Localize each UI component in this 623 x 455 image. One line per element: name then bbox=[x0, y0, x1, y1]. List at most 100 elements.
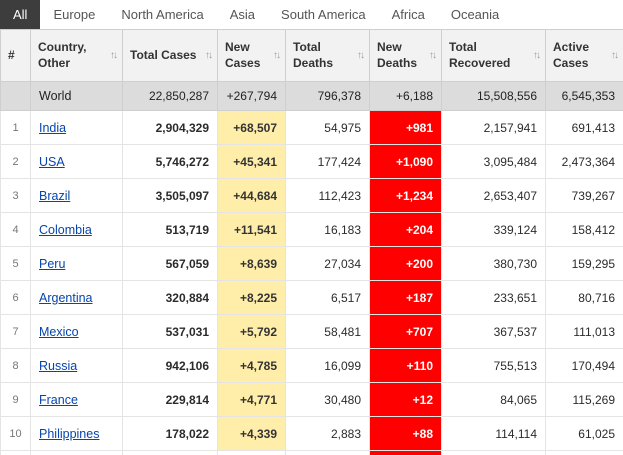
tab-south-america[interactable]: South America bbox=[281, 7, 366, 22]
column-header-active-cases[interactable]: Active Cases ↑↓ bbox=[545, 29, 623, 82]
cell-rank: 8 bbox=[0, 348, 31, 383]
cell-new-deaths: +707 bbox=[369, 314, 442, 349]
cell-total-cases bbox=[122, 450, 218, 455]
cell-new-deaths: +88 bbox=[369, 416, 442, 451]
column-label: Total Cases bbox=[130, 47, 197, 62]
cell-total-deaths: 796,378 bbox=[285, 81, 370, 111]
cell-rank: 9 bbox=[0, 382, 31, 417]
cell-new-deaths: +200 bbox=[369, 246, 442, 281]
cell-total-recovered: 84,065 bbox=[441, 382, 546, 417]
cell-total-recovered: 2,653,407 bbox=[441, 178, 546, 213]
cell-total-deaths: 27,034 bbox=[285, 246, 370, 281]
cell-total-deaths: 16,183 bbox=[285, 212, 370, 247]
cell-new-cases: +11,541 bbox=[217, 212, 286, 247]
covid-statistics-table: # Country, Other ↑↓ Total Cases ↑↓ New Cases ↑… bbox=[0, 29, 623, 455]
cell-active-cases: 6,545,353 bbox=[545, 81, 623, 111]
cell-rank: 10 bbox=[0, 416, 31, 451]
cell-country: India bbox=[30, 110, 123, 145]
cell-new-deaths bbox=[369, 450, 442, 455]
cell-country: USA bbox=[30, 144, 123, 179]
cell-total-cases: 178,022 bbox=[122, 416, 218, 451]
cell-total-cases: 5,746,272 bbox=[122, 144, 218, 179]
column-header-rank: # bbox=[0, 29, 31, 82]
sort-icon[interactable]: ↑↓ bbox=[533, 50, 541, 61]
country-link[interactable]: Argentina bbox=[39, 290, 93, 305]
tab-north-america[interactable]: North America bbox=[121, 7, 204, 22]
cell-total-recovered: 380,730 bbox=[441, 246, 546, 281]
country-link[interactable]: Mexico bbox=[39, 324, 79, 339]
cell-new-cases: +45,341 bbox=[217, 144, 286, 179]
cell-active-cases: 158,412 bbox=[545, 212, 623, 247]
cell-active-cases: 691,413 bbox=[545, 110, 623, 145]
sort-icon[interactable]: ↑↓ bbox=[110, 50, 118, 61]
cell-country: Colombia bbox=[30, 212, 123, 247]
cell-total-recovered bbox=[441, 450, 546, 455]
column-header-total-deaths[interactable]: Total Deaths ↑↓ bbox=[285, 29, 370, 82]
country-link[interactable]: Russia bbox=[39, 358, 78, 373]
sort-icon[interactable]: ↑↓ bbox=[273, 50, 281, 61]
cell-total-deaths: 58,481 bbox=[285, 314, 370, 349]
country-link[interactable]: Philippines bbox=[39, 426, 100, 441]
cell-country bbox=[30, 450, 123, 455]
cell-new-deaths: +6,188 bbox=[369, 81, 442, 111]
cell-rank: 1 bbox=[0, 110, 31, 145]
column-label: Total Deaths bbox=[293, 39, 334, 70]
cell-active-cases bbox=[545, 450, 623, 455]
cell-total-recovered: 233,651 bbox=[441, 280, 546, 315]
column-header-total-cases[interactable]: Total Cases ↑↓ bbox=[122, 29, 218, 82]
column-header-country[interactable]: Country, Other ↑↓ bbox=[30, 29, 123, 82]
cell-active-cases: 2,473,364 bbox=[545, 144, 623, 179]
cell-total-deaths: 6,517 bbox=[285, 280, 370, 315]
tab-asia[interactable]: Asia bbox=[229, 7, 256, 22]
column-header-new-cases[interactable]: New Cases ↑↓ bbox=[217, 29, 286, 82]
region-tabs: All Europe North America Asia South America A… bbox=[0, 0, 623, 29]
cell-new-deaths: +1,234 bbox=[369, 178, 442, 213]
country-link[interactable]: Peru bbox=[39, 256, 66, 271]
cell-country: Mexico bbox=[30, 314, 123, 349]
cell-rank bbox=[0, 81, 31, 111]
tab-all[interactable]: All bbox=[0, 0, 41, 29]
sort-icon[interactable]: ↑↓ bbox=[357, 50, 365, 61]
cell-new-deaths: +12 bbox=[369, 382, 442, 417]
world-row: World 22,850,287 +267,794 796,378 +6,188 15,5… bbox=[0, 81, 623, 111]
cell-total-cases: 320,884 bbox=[122, 280, 218, 315]
table-row: 9 France 229,814 +4,771 30,480 +12 84,065 115,2… bbox=[0, 382, 623, 417]
cell-total-cases: 537,031 bbox=[122, 314, 218, 349]
column-label: Country, Other bbox=[38, 39, 87, 70]
cell-country: France bbox=[30, 382, 123, 417]
cell-active-cases: 80,716 bbox=[545, 280, 623, 315]
country-link[interactable]: India bbox=[39, 120, 67, 135]
column-header-total-recovered[interactable]: Total Recovered ↑↓ bbox=[441, 29, 546, 82]
table-row: 8 Russia 942,106 +4,785 16,099 +110 755,513 170… bbox=[0, 348, 623, 383]
table-row: 5 Peru 567,059 +8,639 27,034 +200 380,730 159,2… bbox=[0, 246, 623, 281]
column-header-new-deaths[interactable]: New Deaths ↑↓ bbox=[369, 29, 442, 82]
cell-total-recovered: 15,508,556 bbox=[441, 81, 546, 111]
country-link[interactable]: Colombia bbox=[39, 222, 92, 237]
cell-total-deaths: 54,975 bbox=[285, 110, 370, 145]
cell-rank: 2 bbox=[0, 144, 31, 179]
country-link[interactable]: France bbox=[39, 392, 78, 407]
table-row: 4 Colombia 513,719 +11,541 16,183 +204 339,124… bbox=[0, 212, 623, 247]
country-link[interactable]: USA bbox=[39, 154, 65, 169]
cell-new-cases bbox=[217, 450, 286, 455]
cell-total-deaths: 16,099 bbox=[285, 348, 370, 383]
tab-europe[interactable]: Europe bbox=[53, 7, 96, 22]
tab-africa[interactable]: Africa bbox=[391, 7, 425, 22]
tab-oceania[interactable]: Oceania bbox=[450, 7, 500, 22]
sort-icon[interactable]: ↑↓ bbox=[205, 50, 213, 61]
cell-rank bbox=[0, 450, 31, 455]
country-link[interactable]: Brazil bbox=[39, 188, 71, 203]
sort-icon[interactable]: ↑↓ bbox=[611, 50, 619, 61]
sort-icon[interactable]: ↑↓ bbox=[429, 50, 437, 61]
cell-new-deaths: +204 bbox=[369, 212, 442, 247]
cell-active-cases: 111,013 bbox=[545, 314, 623, 349]
column-label: # bbox=[8, 47, 15, 62]
cell-rank: 7 bbox=[0, 314, 31, 349]
cell-new-deaths: +1,090 bbox=[369, 144, 442, 179]
table-row: 6 Argentina 320,884 +8,225 6,517 +187 233,651 8… bbox=[0, 280, 623, 315]
cell-total-cases: 3,505,097 bbox=[122, 178, 218, 213]
cell-new-deaths: +110 bbox=[369, 348, 442, 383]
cell-country: World bbox=[30, 81, 123, 111]
cell-rank: 4 bbox=[0, 212, 31, 247]
